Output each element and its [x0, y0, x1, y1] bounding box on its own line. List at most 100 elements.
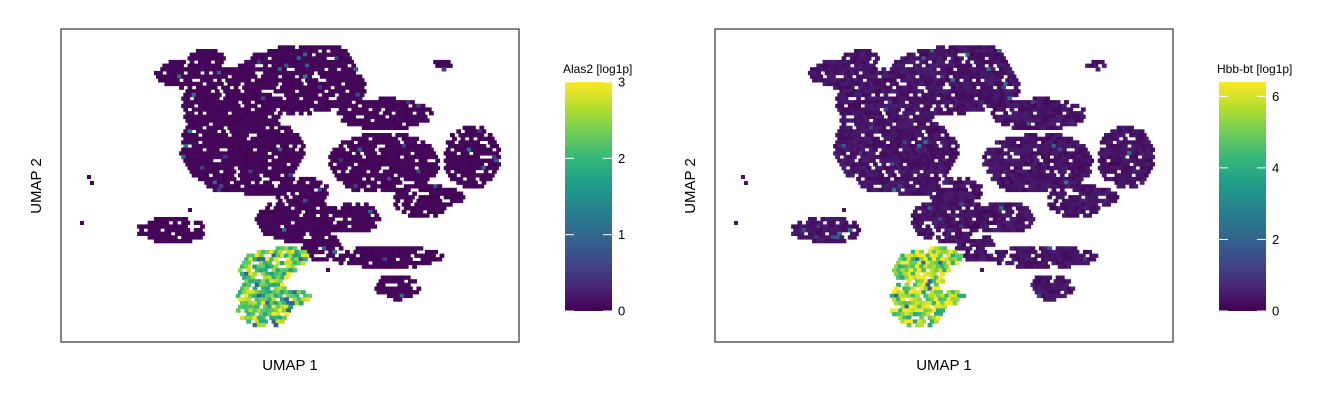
hexbin-cell [198, 74, 203, 79]
hexbin-cell [282, 133, 287, 138]
hexbin-cell [185, 235, 191, 240]
hexbin-cell [141, 224, 147, 229]
hexbin-cell [223, 176, 228, 182]
hexbin-cell [342, 100, 348, 105]
hexbin-cell [843, 67, 849, 72]
hexbin-cell [416, 198, 422, 204]
hexbin-cell [273, 103, 279, 109]
hexbin-cell [925, 158, 931, 163]
hexbin-cell [1013, 100, 1019, 105]
hexbin-cell [494, 165, 499, 171]
hexbin-cell [353, 154, 359, 160]
hexbin-cell [237, 180, 243, 185]
hexbin-cell [359, 158, 365, 163]
hexbin-cell [195, 158, 201, 163]
hexbin-cell [940, 147, 945, 152]
hexbin-cell [468, 173, 474, 178]
hexbin-cell [908, 122, 914, 127]
hexbin-cell [940, 154, 945, 160]
hexbin-cell [1047, 246, 1053, 251]
hexbin-cell [952, 198, 958, 204]
hexbin-cell [221, 144, 226, 149]
hexbin-cell [319, 103, 325, 109]
hexbin-cell [282, 45, 287, 50]
hexbin-cell [412, 191, 417, 196]
hexbin-cell [261, 308, 266, 313]
hexbin-cell [311, 206, 317, 211]
hexbin-cell [309, 56, 315, 61]
hexbin-cell [403, 257, 409, 262]
hexbin-cell [1141, 147, 1147, 152]
hexbin-cell [906, 111, 912, 116]
hexbin-cell [1150, 162, 1155, 167]
hexbin-cell [866, 173, 872, 178]
hexbin-cell [263, 312, 268, 317]
hexbin-cell [351, 217, 357, 222]
hexbin-cell [952, 147, 958, 152]
hexbin-cell [1041, 103, 1046, 109]
hexbin-cell [235, 154, 241, 160]
hexbin-cell [454, 169, 459, 174]
hexbin-cell [349, 228, 354, 233]
hexbin-cell [996, 173, 1002, 178]
hexbin-cell [181, 133, 186, 138]
hexbin-cell [1108, 176, 1113, 182]
hexbin-cell [931, 184, 937, 189]
hexbin-cell [271, 144, 277, 149]
hexbin-cell [929, 253, 935, 258]
hexbin-cell [204, 173, 210, 178]
hexbin-cell [927, 67, 933, 72]
hexbin-cell [361, 184, 367, 189]
hexbin-cell [917, 49, 922, 54]
hexbin-cell [349, 96, 354, 101]
hexbin-cell [1080, 151, 1086, 156]
hexbin-cell [359, 209, 365, 214]
hexbin-cell [852, 89, 857, 94]
hexbin-cell [267, 85, 273, 90]
hexbin-cell [812, 78, 817, 83]
hexbin-cell [969, 96, 975, 101]
hexbin-cell [282, 228, 287, 233]
hexbin-cell [363, 202, 369, 207]
hexbin-cell [868, 52, 874, 57]
hexbin-cell [1072, 165, 1078, 171]
hexbin-cell [397, 187, 403, 193]
hexbin-cell [879, 144, 885, 149]
hexbin-cell [324, 96, 329, 101]
hexbin-cell [317, 209, 323, 214]
hexbin-cell [915, 96, 920, 101]
hexbin-cell [263, 173, 268, 178]
hexbin-cell [910, 154, 916, 160]
hexbin-cell [900, 253, 906, 258]
hexbin-cell [849, 100, 855, 105]
hexbin-cell [452, 136, 457, 141]
hexbin-cell [1110, 151, 1116, 156]
hexbin-cell [877, 118, 882, 123]
hexbin-cell [311, 213, 317, 218]
hexbin-cell [906, 67, 912, 72]
hexbin-cell [319, 228, 325, 233]
hexbin-cell [151, 228, 157, 233]
hexbin-cell [938, 202, 943, 207]
hexbin-cell [166, 70, 172, 76]
hexbin-cell [296, 136, 302, 141]
hexbin-cell [1062, 184, 1067, 189]
hexbin-cell [349, 89, 354, 94]
hexbin-cell [393, 202, 399, 207]
hexbin-cell [936, 59, 941, 65]
hexbin-cell [921, 187, 927, 193]
hexbin-cell [1022, 246, 1027, 251]
hexbin-cell [248, 74, 254, 79]
hexbin-cell [195, 70, 201, 76]
hexbin-cell [898, 184, 903, 189]
hexbin-cell [938, 195, 943, 200]
hexbin-cell [475, 140, 480, 145]
hexbin-cell [1057, 154, 1063, 160]
hexbin-cell [225, 85, 231, 90]
hexbin-cell [858, 151, 864, 156]
hexbin-cell [1118, 173, 1124, 178]
hexbin-cell [210, 169, 216, 174]
hexbin-cell [944, 67, 950, 72]
hexbin-cell [340, 257, 346, 262]
hexbin-cell [868, 140, 874, 145]
